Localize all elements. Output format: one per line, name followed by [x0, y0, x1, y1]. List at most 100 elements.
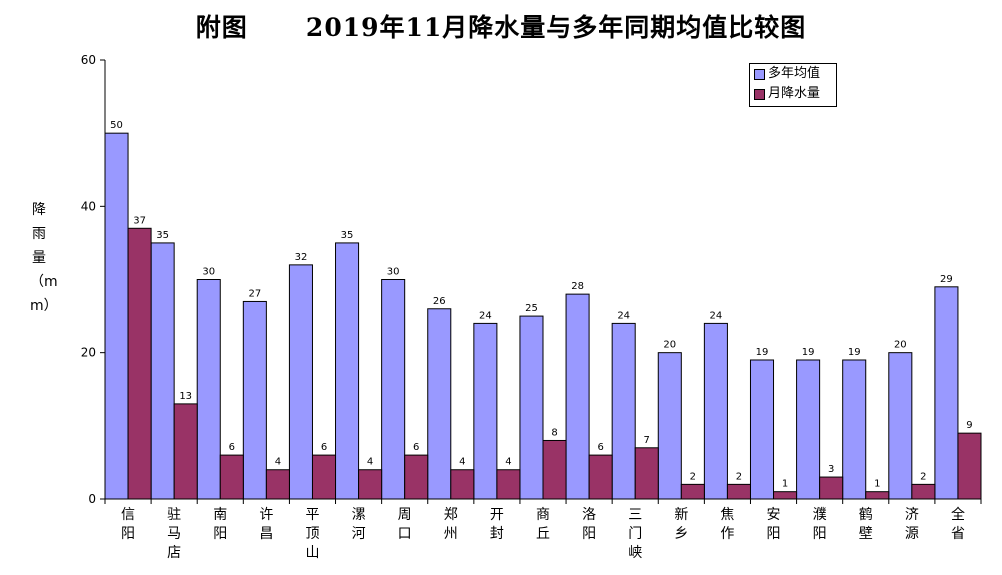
legend-label-average: 多年均值 [768, 66, 821, 81]
bar-average [473, 322, 498, 500]
x-tick-label: 鹤壁 [859, 507, 873, 542]
data-label-average: 26 [433, 296, 446, 307]
bar-monthly [173, 403, 198, 500]
data-label-monthly: 3 [828, 464, 834, 475]
x-tick-label: 驻马店 [167, 507, 181, 561]
data-label-monthly: 4 [459, 457, 465, 468]
bar-monthly [680, 483, 705, 500]
data-label-average: 24 [710, 310, 723, 321]
bar-average [196, 279, 221, 500]
bar-monthly [819, 476, 844, 500]
y-tick-label: 0 [88, 492, 96, 506]
data-label-average: 24 [617, 310, 630, 321]
data-label-monthly: 37 [133, 215, 146, 226]
bar-monthly [588, 454, 613, 500]
legend-swatch-average [754, 69, 765, 80]
data-label-average: 30 [387, 267, 400, 278]
data-label-average: 50 [110, 120, 123, 131]
x-tick-label: 焦作 [720, 507, 734, 542]
bar-average [104, 132, 129, 500]
data-label-monthly: 2 [920, 471, 926, 482]
data-label-average: 20 [894, 340, 907, 351]
data-label-monthly: 7 [644, 435, 650, 446]
bar-monthly [634, 447, 659, 500]
data-label-monthly: 9 [966, 420, 972, 431]
x-tick-label: 济源 [905, 507, 919, 542]
bar-monthly [358, 469, 383, 500]
x-tick-label: 南阳 [213, 507, 227, 542]
data-label-monthly: 4 [505, 457, 511, 468]
bar-monthly [865, 491, 890, 500]
x-tick-label: 信阳 [121, 507, 135, 542]
bar-average [842, 359, 867, 500]
bar-average [657, 352, 682, 500]
x-tick-label: 洛阳 [582, 507, 596, 542]
bar-average [796, 359, 821, 500]
x-tick-label: 新乡 [674, 507, 688, 542]
bar-monthly [496, 469, 521, 500]
data-label-average: 35 [156, 230, 169, 241]
x-tick-label: 许昌 [259, 507, 273, 542]
legend-item-average: 多年均值 [750, 64, 836, 84]
data-label-monthly: 6 [321, 442, 327, 453]
data-label-monthly: 8 [551, 427, 557, 438]
data-label-average: 27 [248, 288, 261, 299]
data-label-monthly: 4 [275, 457, 281, 468]
bar-monthly [957, 432, 982, 500]
data-label-average: 20 [663, 340, 676, 351]
x-tick-label: 全省 [951, 506, 965, 542]
x-tick-label: 平顶山 [305, 507, 319, 561]
x-tick-label: 郑州 [444, 507, 458, 542]
data-label-average: 19 [848, 347, 861, 358]
x-tick-label: 周口 [398, 507, 412, 542]
chart-title: 附图 2019年11月降水量与多年同期均值比较图 [195, 13, 807, 42]
bar-average [611, 322, 636, 500]
bar-average [242, 300, 267, 500]
bar-average [749, 359, 775, 500]
bar-monthly [219, 454, 244, 500]
data-label-monthly: 6 [597, 442, 603, 453]
data-label-monthly: 1 [874, 479, 880, 490]
data-label-average: 32 [295, 252, 308, 263]
bar-average [335, 242, 360, 500]
bar-average [888, 352, 913, 500]
bar-average [150, 242, 175, 500]
data-label-monthly: 4 [367, 457, 373, 468]
data-label-average: 29 [940, 274, 953, 285]
bar-monthly [542, 439, 567, 500]
x-tick-label: 安阳 [767, 507, 781, 542]
bar-average [427, 308, 452, 500]
bar-monthly [450, 469, 475, 500]
data-label-monthly: 2 [736, 471, 742, 482]
data-label-monthly: 6 [413, 442, 419, 453]
bar-monthly [404, 454, 429, 500]
x-tick-label: 濮阳 [813, 507, 827, 542]
data-label-monthly: 1 [782, 479, 788, 490]
bar-average [519, 315, 544, 500]
bar-monthly [311, 454, 337, 500]
legend: 多年均值 月降水量 [749, 63, 837, 107]
data-label-average: 24 [479, 310, 492, 321]
y-tick-label: 40 [81, 199, 96, 213]
bar-monthly [911, 483, 936, 500]
y-tick-label: 20 [81, 346, 96, 360]
bar-average [288, 264, 313, 500]
x-tick-label: 漯河 [352, 507, 366, 542]
x-tick-label: 商丘 [536, 507, 550, 542]
legend-item-monthly: 月降水量 [750, 84, 836, 104]
bar-average [934, 286, 959, 500]
bar-monthly [265, 469, 290, 500]
x-tick-label: 开封 [490, 507, 504, 542]
bar-monthly [773, 491, 798, 500]
bar-average [381, 279, 406, 500]
data-label-average: 19 [756, 347, 769, 358]
legend-label-monthly: 月降水量 [768, 86, 821, 101]
data-label-average: 30 [202, 267, 215, 278]
bar-monthly [726, 483, 751, 500]
x-tick-label: 三门峡 [628, 507, 642, 561]
data-label-monthly: 13 [179, 391, 192, 402]
data-label-average: 35 [341, 230, 354, 241]
data-label-monthly: 2 [690, 471, 696, 482]
bar-average [565, 293, 590, 500]
